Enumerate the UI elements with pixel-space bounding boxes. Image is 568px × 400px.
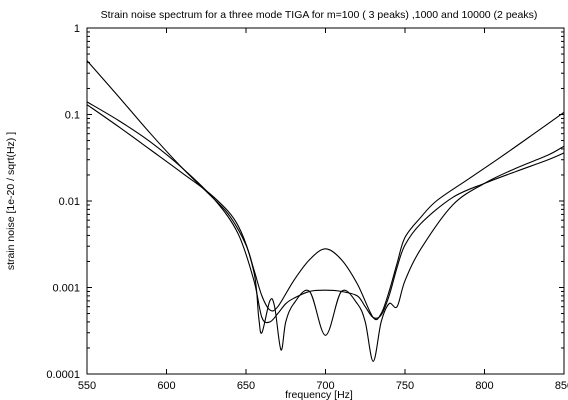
x-tick-label: 750 — [396, 380, 414, 392]
x-tick-label: 600 — [157, 380, 175, 392]
x-axis-label: frequency [Hz] — [285, 389, 353, 400]
series-line-3 — [86, 60, 565, 321]
axis-ticks: 550 600 650 700 750 800 850 0.0001 0.001 0.01 0.1 1 — [46, 23, 568, 392]
x-tick-label: 550 — [78, 380, 96, 392]
y-tick-label: 0.01 — [59, 196, 80, 208]
series-line-1 — [86, 101, 565, 324]
y-tick-label: 1 — [74, 23, 80, 35]
x-tick-label: 850 — [555, 380, 568, 392]
x-tick-label: 700 — [316, 380, 334, 392]
series-line-2 — [86, 104, 565, 362]
x-tick-label: 650 — [237, 380, 255, 392]
series-lines — [86, 60, 565, 362]
y-tick-label: 0.1 — [65, 110, 80, 122]
x-tick-label: 800 — [475, 380, 493, 392]
plot-frame — [86, 27, 565, 375]
y-tick-label: 0.001 — [52, 283, 80, 295]
y-tick-label: 0.0001 — [46, 369, 80, 381]
y-axis-label: strain noise [1e-20 / sqrt(Hz) ] — [5, 132, 17, 270]
chart-title: Strain noise spectrum for a three mode T… — [101, 9, 538, 21]
